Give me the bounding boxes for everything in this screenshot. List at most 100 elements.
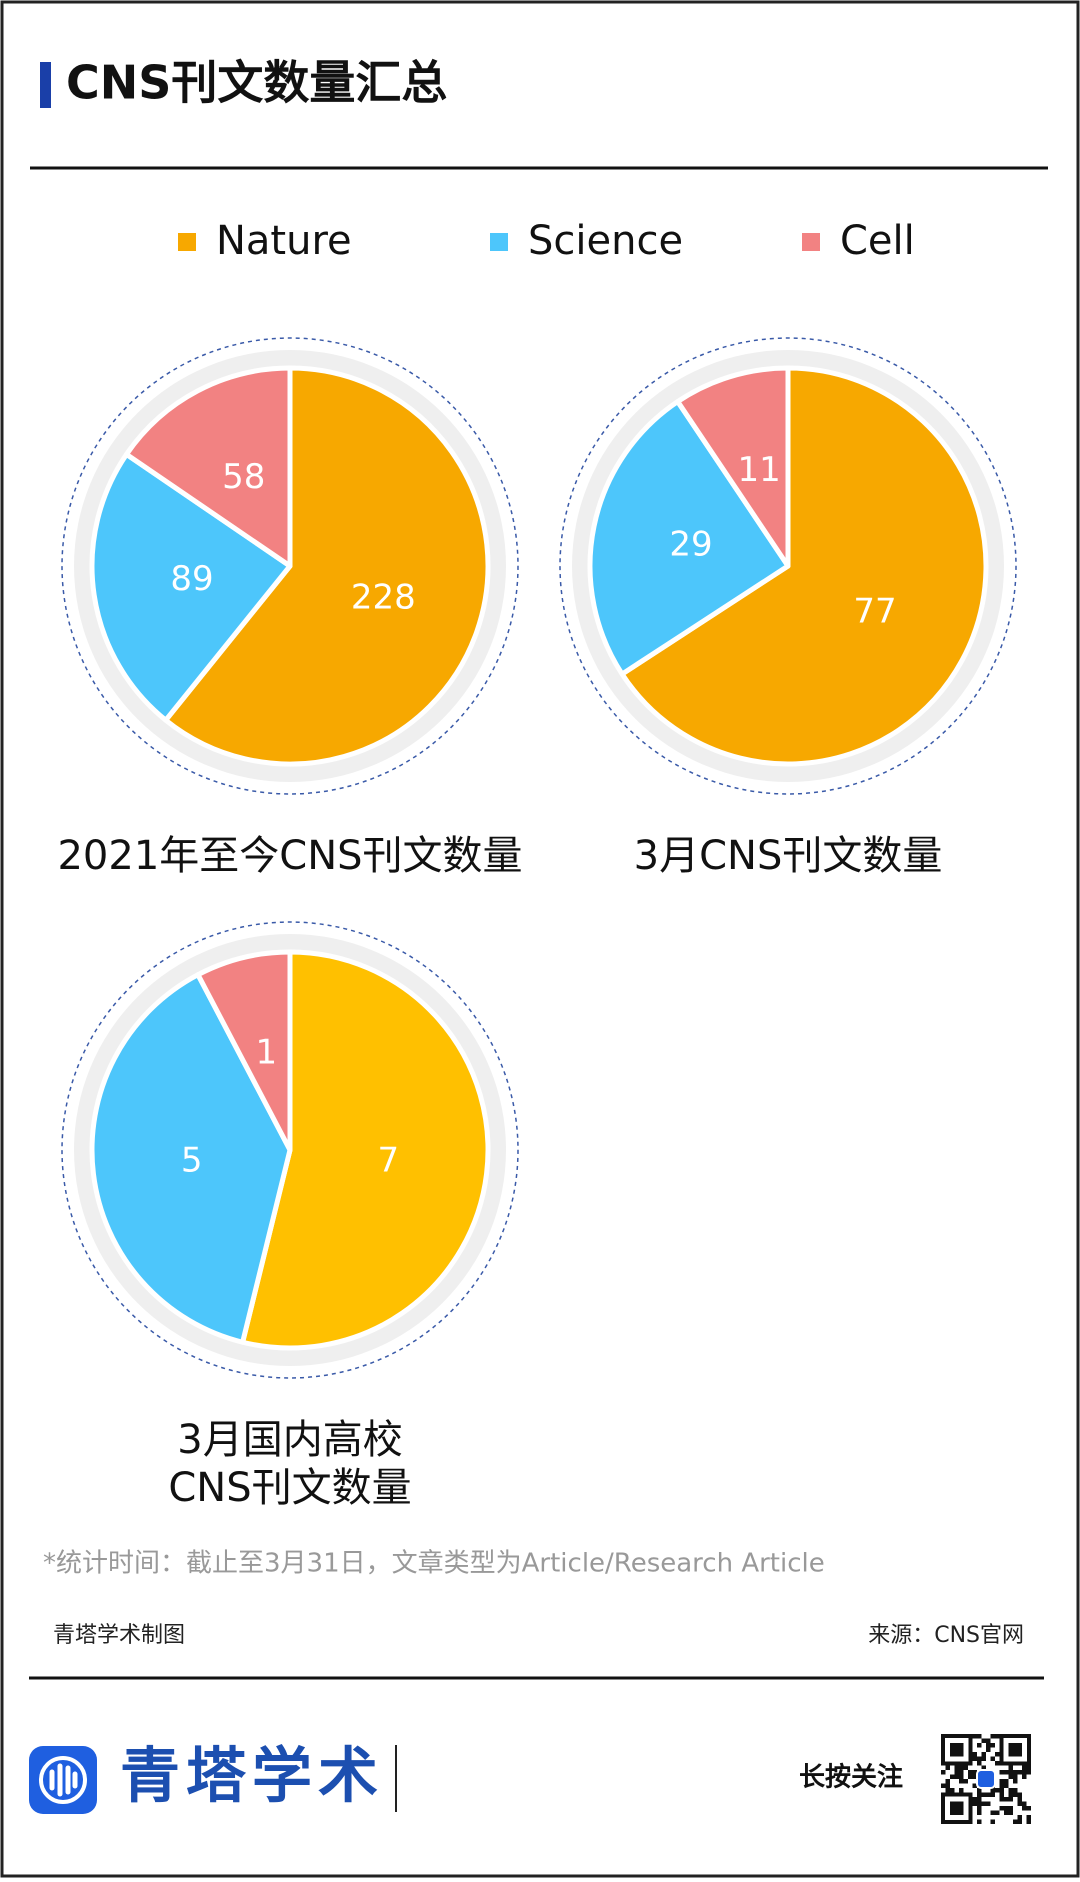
qr-module: [1008, 1770, 1013, 1775]
qr-module: [954, 1774, 959, 1779]
qr-module: [981, 1792, 986, 1797]
qr-module: [990, 1756, 995, 1761]
footnote: *统计时间：截止至3月31日，文章类型为Article/Research Art…: [43, 1549, 825, 1579]
qr-finder: [950, 1743, 964, 1757]
credit: 青塔学术制图: [53, 1623, 185, 1648]
qr-module: [1026, 1765, 1031, 1770]
qr-finder: [1008, 1743, 1022, 1757]
slice-label: 1: [255, 1032, 277, 1072]
qr-module: [1008, 1774, 1013, 1779]
qr-module: [977, 1806, 982, 1811]
qr-module: [963, 1779, 968, 1784]
qr-module: [977, 1734, 982, 1739]
title-accent: [40, 62, 51, 108]
qr-module: [1013, 1774, 1018, 1779]
qr-module: [972, 1770, 977, 1775]
qr-module: [972, 1774, 977, 1779]
chart-title: 2021年至今CNS刊文数量: [57, 833, 522, 879]
slice-label: 228: [351, 577, 416, 617]
qr-module: [941, 1770, 946, 1775]
pies: 228 89 58 2021年至今CNS刊文数量 77 29 11 3月CNS刊文数量 7 5 1 3…: [57, 337, 1017, 1511]
qr-code: [941, 1734, 1031, 1824]
chart-title: CNS刊文数量: [168, 1465, 411, 1511]
qr-module: [977, 1756, 982, 1761]
qr-module: [977, 1743, 982, 1748]
qr-module: [945, 1783, 950, 1788]
qr-module: [959, 1770, 964, 1775]
qr-module: [1017, 1815, 1022, 1820]
qr-module: [990, 1743, 995, 1748]
qr-module: [999, 1783, 1004, 1788]
qr-module: [954, 1770, 959, 1775]
follow-hint: 长按关注: [799, 1762, 903, 1793]
qr-module: [968, 1774, 973, 1779]
slice-label: 5: [181, 1140, 203, 1180]
qr-finder: [999, 1734, 1031, 1766]
qr-module: [990, 1819, 995, 1824]
brand-name: 青塔学术: [120, 1742, 384, 1812]
pie-chart: 228 89 58 2021年至今CNS刊文数量: [57, 337, 523, 879]
qr-module: [1013, 1779, 1018, 1784]
slice-label: 89: [170, 559, 213, 599]
qr-module: [999, 1806, 1004, 1811]
qr-finder: [950, 1801, 964, 1815]
qr-module: [959, 1774, 964, 1779]
qr-module: [981, 1801, 986, 1806]
slice-label: 77: [853, 592, 896, 632]
qr-module: [1013, 1792, 1018, 1797]
qr-module: [1004, 1806, 1009, 1811]
qr-module: [959, 1765, 964, 1770]
qr-module: [977, 1792, 982, 1797]
qr-module: [972, 1797, 977, 1802]
slice-label: 29: [669, 525, 712, 565]
legend-label: Nature: [216, 218, 352, 264]
qr-module: [1008, 1806, 1013, 1811]
qr-module: [1013, 1819, 1018, 1824]
qr-module: [1017, 1792, 1022, 1797]
qr-module: [972, 1783, 977, 1788]
legend-swatch: [490, 233, 508, 251]
qr-module: [977, 1810, 982, 1815]
pie-slice: [89, 451, 293, 723]
qr-module: [1004, 1810, 1009, 1815]
pie-slice: [89, 972, 293, 1345]
pie-outline: [559, 337, 1017, 795]
qr-module: [1008, 1792, 1013, 1797]
qr-module: [950, 1788, 955, 1793]
qr-module: [977, 1797, 982, 1802]
qr-module: [1022, 1801, 1027, 1806]
qr-module: [995, 1761, 1000, 1766]
slice-label: 58: [222, 457, 265, 497]
qr-module: [986, 1738, 991, 1743]
qr-module: [1004, 1797, 1009, 1802]
qr-module: [986, 1743, 991, 1748]
qr-module: [1017, 1819, 1022, 1824]
qr-module: [999, 1770, 1004, 1775]
qr-module: [986, 1747, 991, 1752]
qr-module: [1022, 1765, 1027, 1770]
qr-module: [1026, 1806, 1031, 1811]
qr-finder: [941, 1792, 973, 1824]
qr-module: [1008, 1797, 1013, 1802]
qr-module: [1017, 1801, 1022, 1806]
qr-module: [995, 1752, 1000, 1757]
pie-slice: [163, 365, 491, 767]
qr-module: [981, 1738, 986, 1743]
page-title: CNS刊文数量汇总: [66, 56, 447, 110]
legend: Nature Science Cell: [178, 218, 915, 264]
qr-module: [981, 1752, 986, 1757]
qr-module: [941, 1783, 946, 1788]
source: 来源：CNS官网: [868, 1623, 1024, 1648]
qr-module: [1017, 1797, 1022, 1802]
qr-module: [999, 1797, 1004, 1802]
qr-module: [1008, 1788, 1013, 1793]
slice-label: 7: [377, 1140, 399, 1180]
pie-slice: [195, 949, 293, 1153]
pie-slice: [619, 365, 989, 767]
pie-slice: [675, 365, 791, 569]
qr-module: [1026, 1819, 1031, 1824]
slice-label: 11: [738, 450, 781, 490]
qr-module: [977, 1819, 982, 1824]
